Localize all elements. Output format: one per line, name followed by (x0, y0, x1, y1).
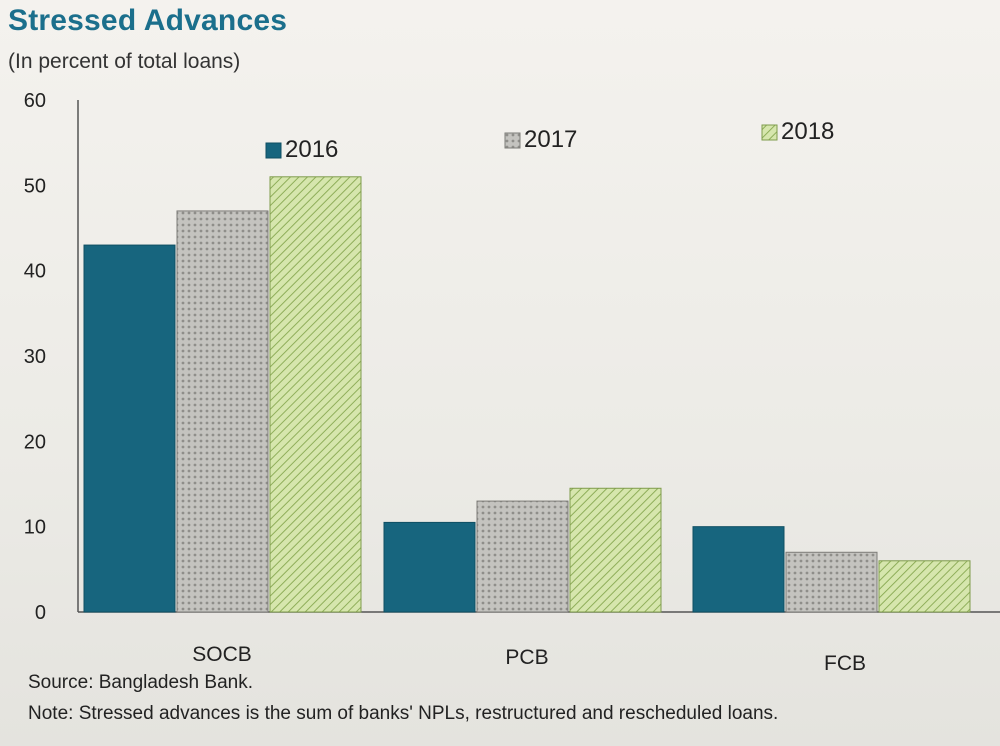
y-tick-label: 50 (24, 175, 46, 197)
chart-bars (83, 176, 971, 613)
y-tick-label: 40 (24, 261, 46, 283)
bar-fcb-2016 (692, 526, 785, 613)
bar-socb-2016 (83, 244, 176, 613)
legend-swatch-2016 (265, 142, 282, 159)
legend-label-2017: 2017 (524, 126, 577, 153)
footnote: Note: Stressed advances is the sum of ba… (28, 703, 779, 724)
y-tick-labels: 0 10 20 30 40 50 60 (24, 90, 46, 624)
y-tick-label: 20 (24, 431, 46, 453)
bar-fcb-2017 (785, 551, 878, 613)
category-label-pcb: PCB (505, 646, 548, 669)
category-label-socb: SOCB (192, 643, 252, 666)
bar-pcb-2018 (569, 487, 662, 613)
chart-title: Stressed Advances (8, 4, 288, 37)
legend-swatch-2017 (504, 132, 521, 149)
y-tick-label: 60 (24, 90, 46, 112)
y-tick-label: 30 (24, 346, 46, 368)
bar-pcb-2016 (383, 521, 476, 613)
source-note: Source: Bangladesh Bank. (28, 672, 253, 693)
chart-legend: 2016 2017 2018 (265, 118, 834, 163)
bar-fcb-2018 (878, 560, 971, 613)
legend-label-2016: 2016 (285, 136, 338, 163)
chart-subtitle: (In percent of total loans) (8, 50, 241, 73)
y-tick-label: 0 (35, 602, 46, 624)
category-label-fcb: FCB (824, 652, 866, 675)
y-tick-label: 10 (24, 517, 46, 539)
legend-label-2018: 2018 (781, 118, 834, 145)
legend-swatch-2018 (761, 124, 778, 141)
bar-socb-2017 (176, 210, 269, 613)
bar-socb-2018 (269, 176, 362, 613)
bar-pcb-2017 (476, 500, 569, 613)
category-labels: SOCB PCB FCB (192, 643, 866, 675)
